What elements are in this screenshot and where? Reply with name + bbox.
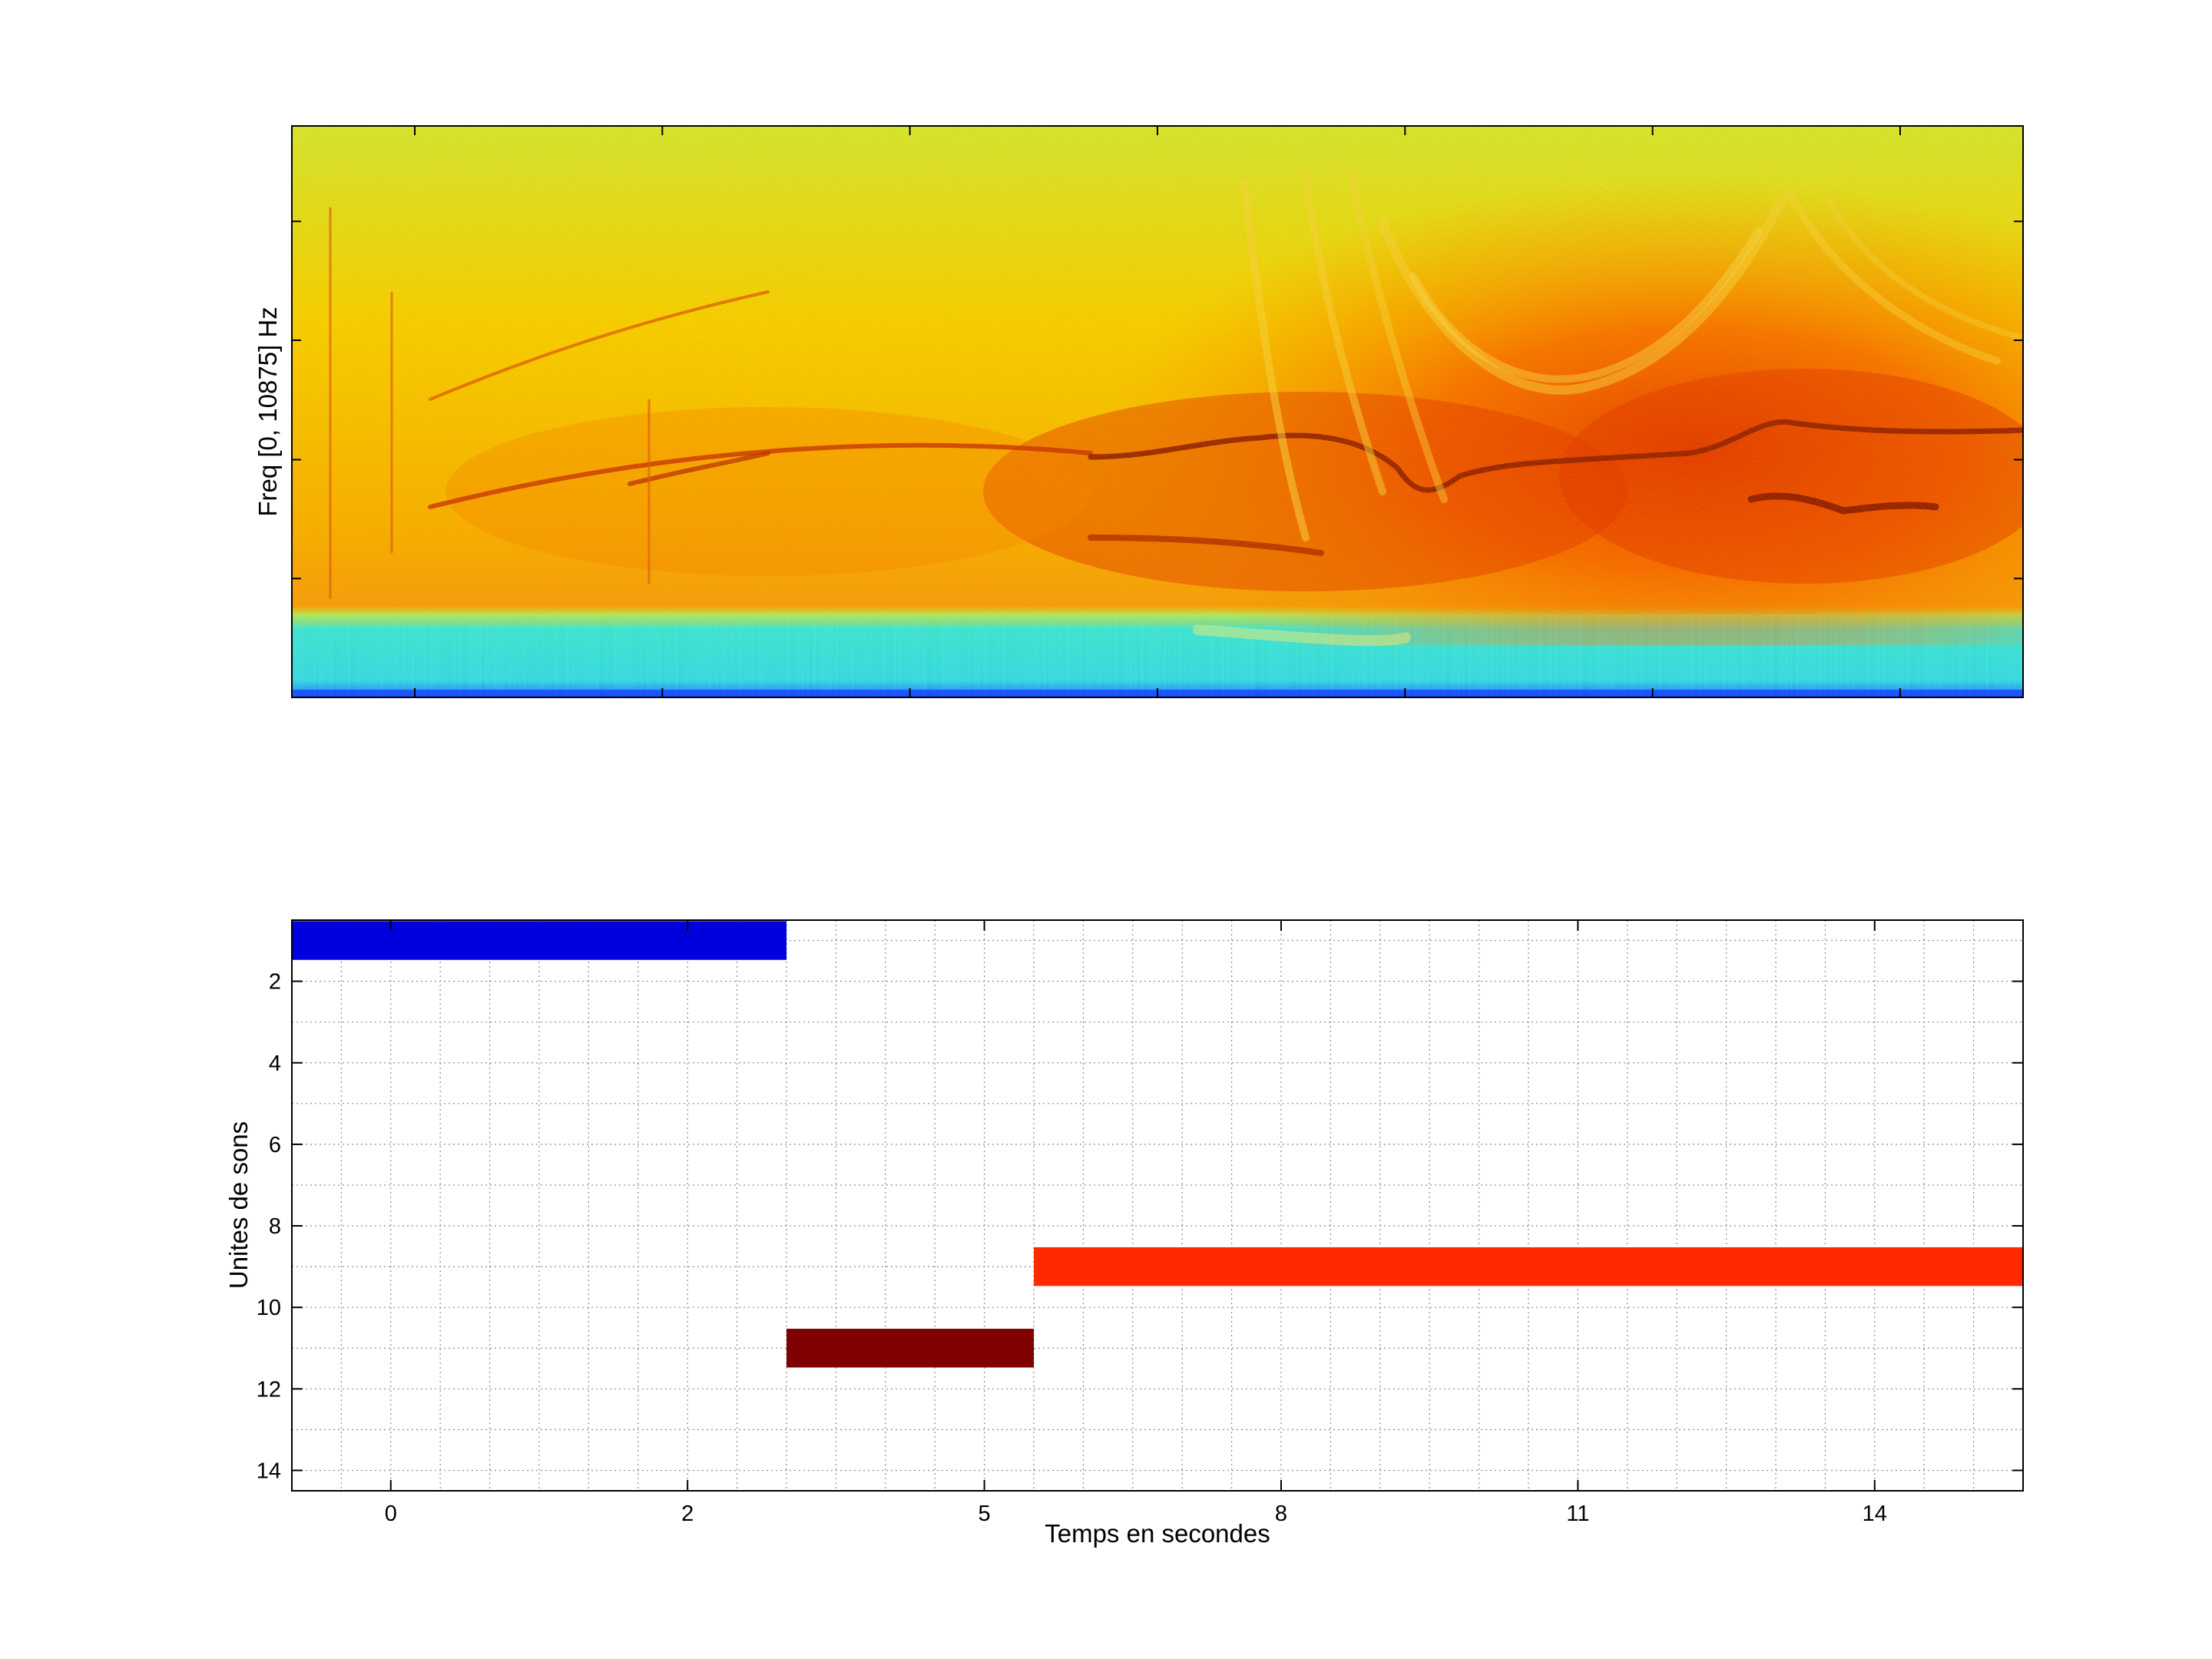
spectrogram-y-axis-label: Freq [0, 10875] Hz — [253, 306, 282, 516]
y-tick-label: 12 — [257, 1377, 281, 1402]
spectrogram-ticks — [292, 126, 2023, 697]
x-tick-label: 5 — [979, 1502, 991, 1526]
timeline-segment-unit-1 — [292, 921, 786, 960]
y-tick-label: 10 — [257, 1296, 281, 1320]
timeline-segment-unit-9 — [1034, 1247, 2023, 1286]
y-tick-label: 4 — [269, 1051, 281, 1076]
spectrogram-plot: Freq [0, 10875] Hz — [253, 125, 2024, 698]
timeline-x-axis-label: Temps en secondes — [1045, 1519, 1270, 1548]
timeline-segments — [292, 921, 2023, 1368]
x-tick-label: 0 — [385, 1502, 397, 1526]
y-tick-label: 8 — [269, 1214, 281, 1239]
y-tick-label: 14 — [257, 1459, 281, 1483]
timeline-plot-area — [292, 920, 2023, 1491]
y-tick-label: 2 — [269, 970, 281, 995]
timeline-grid — [292, 920, 2023, 1491]
timeline-segment-unit-11 — [786, 1329, 1034, 1368]
timeline-ticks: 0 2 5 8 11 14 2 4 6 8 10 12 14 — [257, 920, 2023, 1526]
timeline-frame — [291, 919, 2024, 1492]
timeline-plot: 0 2 5 8 11 14 2 4 6 8 10 12 14 Temps en secondes Uni… — [224, 919, 2024, 1548]
y-tick-label: 6 — [269, 1133, 281, 1157]
x-tick-label: 11 — [1566, 1502, 1589, 1526]
x-tick-label: 8 — [1275, 1502, 1287, 1526]
x-tick-label: 2 — [681, 1502, 694, 1526]
spectrogram-noise-texture — [292, 126, 2023, 625]
x-tick-label: 14 — [1863, 1502, 1887, 1526]
timeline-y-axis-label: Unites de sons — [224, 1121, 253, 1289]
